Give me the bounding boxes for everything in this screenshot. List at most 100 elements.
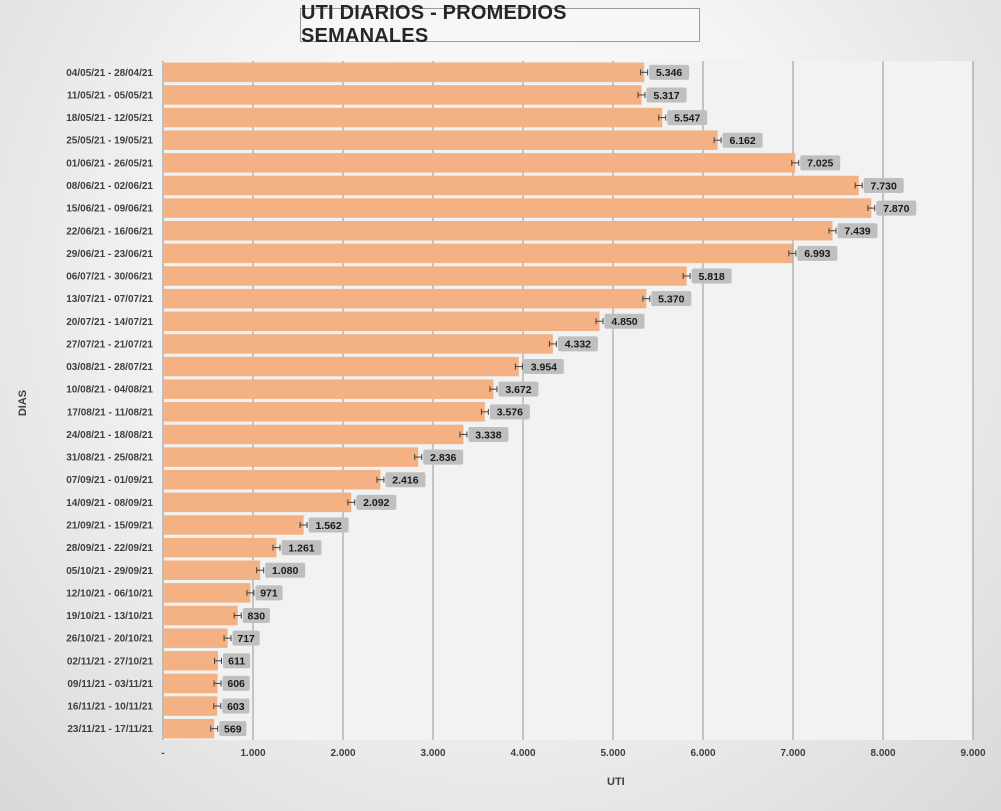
data-label: 4.332 <box>565 339 591 351</box>
y-tick-label: 28/09/21 - 22/09/21 <box>66 543 153 554</box>
data-label: 5.317 <box>653 90 679 102</box>
y-tick-label: 01/06/21 - 26/05/21 <box>66 158 153 169</box>
bar <box>163 605 238 626</box>
data-label-box <box>797 245 838 261</box>
bar <box>163 447 419 467</box>
bar <box>163 62 645 83</box>
bar <box>163 107 663 128</box>
data-label-box <box>222 653 251 669</box>
y-tick-label: 04/05/21 - 28/04/21 <box>66 68 153 79</box>
bar <box>163 583 251 603</box>
data-label-box <box>646 87 687 103</box>
bar <box>163 560 261 580</box>
data-label: 611 <box>228 656 245 668</box>
y-tick-label: 06/07/21 - 30/06/21 <box>66 272 153 283</box>
data-label-box <box>255 585 283 601</box>
x-tick-label: 8.000 <box>870 748 895 759</box>
data-label: 603 <box>227 701 245 713</box>
data-label-box <box>265 562 306 578</box>
data-label: 5.547 <box>674 112 700 124</box>
data-label-box <box>219 721 247 737</box>
x-tick-label: 7.000 <box>780 748 805 759</box>
y-tick-label: 26/10/21 - 20/10/21 <box>66 634 153 645</box>
data-label-box <box>222 675 250 691</box>
data-label-box <box>837 223 878 239</box>
data-label: 3.576 <box>497 407 523 419</box>
y-tick-label: 27/07/21 - 21/07/21 <box>66 339 153 350</box>
bar <box>163 628 228 648</box>
y-tick-label: 07/09/21 - 01/09/21 <box>66 475 153 486</box>
data-label-box <box>281 540 322 556</box>
bar <box>163 379 494 399</box>
chart-title: UTI DIARIOS - PROMEDIOS SEMANALES <box>300 2 700 47</box>
x-axis-title: UTI <box>607 776 625 788</box>
data-label: 1.562 <box>315 520 341 532</box>
data-label: 5.818 <box>698 271 724 283</box>
bar <box>163 130 718 150</box>
data-label-box <box>308 517 349 533</box>
data-label-box <box>691 268 732 284</box>
y-tick-label: 03/08/21 - 28/07/21 <box>66 362 153 373</box>
x-tick-label: 5.000 <box>600 748 625 759</box>
y-tick-label: 22/06/21 - 16/06/21 <box>66 226 153 237</box>
data-label: 7.025 <box>807 158 833 170</box>
data-label: 606 <box>227 678 245 690</box>
y-tick-label: 11/05/21 - 05/05/21 <box>67 90 154 101</box>
data-label: 5.346 <box>656 67 682 79</box>
y-tick-label: 02/11/21 - 27/10/21 <box>67 656 154 667</box>
data-label: 2.416 <box>392 475 418 487</box>
data-label-box <box>489 404 530 420</box>
data-label: 5.370 <box>658 293 684 305</box>
bar <box>163 469 381 490</box>
y-tick-label: 10/08/21 - 04/08/21 <box>66 385 153 396</box>
data-label: 971 <box>260 588 278 600</box>
data-label: 7.730 <box>871 180 897 192</box>
data-label-box <box>385 472 426 488</box>
bar <box>163 402 485 422</box>
y-tick-label: 20/07/21 - 14/07/21 <box>66 317 153 328</box>
bar <box>163 311 600 332</box>
y-tick-label: 21/09/21 - 15/09/21 <box>66 520 153 531</box>
bar <box>163 175 859 196</box>
data-label-box <box>356 494 397 510</box>
data-label-box <box>557 336 598 352</box>
y-tick-label: 17/08/21 - 11/08/21 <box>67 407 154 418</box>
data-label-box <box>523 359 564 375</box>
bar <box>163 198 872 218</box>
x-tick-label: 4.000 <box>510 748 535 759</box>
x-tick-label: - <box>161 748 164 759</box>
data-label-box <box>800 155 841 171</box>
data-label: 3.338 <box>475 429 501 441</box>
data-label-box <box>468 426 509 442</box>
y-tick-label: 09/11/21 - 03/11/21 <box>67 679 153 690</box>
bar <box>163 673 218 694</box>
data-label-box <box>232 630 260 646</box>
data-label: 717 <box>237 633 255 645</box>
y-tick-label: 15/06/21 - 09/06/21 <box>66 204 153 215</box>
data-label-box <box>863 177 904 193</box>
y-tick-label: 19/10/21 - 13/10/21 <box>66 611 153 622</box>
y-tick-label: 12/10/21 - 06/10/21 <box>66 588 153 599</box>
data-label: 569 <box>224 723 242 735</box>
y-tick-label: 31/08/21 - 25/08/21 <box>66 453 153 464</box>
y-tick-label: 18/05/21 - 12/05/21 <box>66 113 153 124</box>
x-tick-label: 3.000 <box>420 748 445 759</box>
data-label: 2.092 <box>363 497 389 509</box>
data-label-box <box>651 291 692 307</box>
bar <box>163 266 687 286</box>
data-label: 830 <box>248 610 266 622</box>
bar <box>163 492 352 513</box>
y-tick-label: 05/10/21 - 29/09/21 <box>66 566 153 577</box>
bar <box>163 718 215 739</box>
y-tick-label: 16/11/21 - 10/11/21 <box>67 702 153 713</box>
data-label: 7.870 <box>883 203 909 215</box>
y-tick-label: 29/06/21 - 23/06/21 <box>66 249 153 260</box>
bar <box>163 334 553 354</box>
bar <box>163 515 304 535</box>
bar <box>163 651 218 671</box>
bar <box>163 85 642 105</box>
data-label: 3.672 <box>505 384 531 396</box>
data-label-box <box>498 381 539 397</box>
bar <box>163 424 464 445</box>
